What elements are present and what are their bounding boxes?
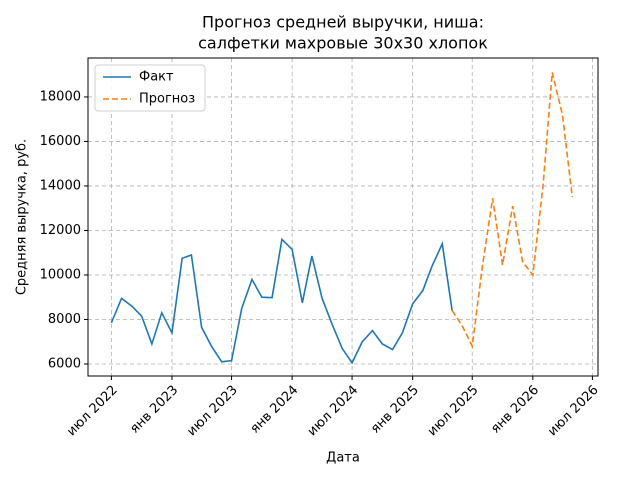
- x-tick-label: июл 2022: [64, 383, 121, 440]
- legend-label: Факт: [139, 70, 174, 85]
- y-tick-label: 6000: [48, 356, 81, 371]
- x-tick-label: янв 2026: [488, 383, 542, 437]
- y-tick-label: 12000: [40, 223, 81, 238]
- x-tick-label: янв 2023: [127, 383, 181, 437]
- plot-frame: [87, 57, 599, 377]
- y-tick-label: 18000: [40, 89, 81, 104]
- x-tick-label: июл 2024: [305, 383, 362, 440]
- y-tick-label: 16000: [40, 134, 81, 149]
- line-series: [451, 72, 574, 349]
- x-axis-label: Дата: [326, 451, 360, 466]
- x-tick-label: июл 2023: [184, 383, 241, 440]
- legend-label: Прогноз: [139, 92, 195, 107]
- chart-title: Прогноз средней выручки, ниша:: [202, 13, 484, 32]
- y-tick-label: 10000: [40, 267, 81, 282]
- chart-title: салфетки махровые 30х30 хлопок: [198, 34, 488, 53]
- x-tick-label: янв 2024: [248, 383, 302, 437]
- x-tick-label: июл 2026: [545, 383, 602, 440]
- line-series: [110, 237, 453, 365]
- x-tick-label: июл 2025: [425, 383, 482, 440]
- x-tick-label: янв 2025: [368, 383, 422, 437]
- y-axis-label: Средняя выручка, руб.: [15, 139, 30, 295]
- y-tick-label: 14000: [40, 178, 81, 193]
- y-tick-label: 8000: [48, 312, 81, 327]
